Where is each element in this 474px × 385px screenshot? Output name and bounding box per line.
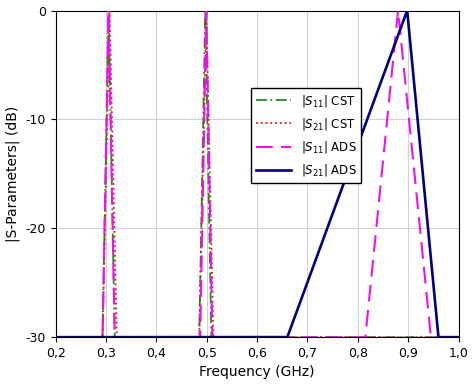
$|S_{11}|$ CST	[291, 335, 297, 340]
$|S_{11}|$ CST	[456, 335, 461, 340]
$|S_{11}|$ CST	[73, 335, 79, 340]
$|S_{21}|$ CST	[456, 335, 461, 340]
$|S_{21}|$ ADS	[373, 94, 379, 98]
$|S_{11}|$ ADS	[291, 335, 297, 340]
Line: $|S_{21}|$ ADS: $|S_{21}|$ ADS	[56, 10, 458, 337]
$|S_{21}|$ CST	[107, 8, 112, 13]
$|S_{11}|$ ADS	[395, 8, 401, 13]
$|S_{11}|$ ADS	[309, 335, 314, 340]
$|S_{11}|$ ADS	[53, 335, 59, 340]
$|S_{11}|$ CST	[199, 206, 204, 211]
$|S_{11}|$ CST	[106, 8, 111, 13]
$|S_{11}|$ ADS	[456, 335, 461, 340]
$|S_{21}|$ ADS	[456, 335, 461, 340]
$|S_{21}|$ ADS	[352, 152, 357, 157]
$|S_{21}|$ ADS	[73, 335, 79, 340]
$|S_{11}|$ CST	[352, 335, 357, 340]
$|S_{21}|$ CST	[73, 335, 79, 340]
$|S_{21}|$ CST	[352, 335, 357, 340]
$|S_{21}|$ ADS	[199, 335, 204, 340]
$|S_{21}|$ ADS	[291, 316, 297, 321]
$|S_{21}|$ ADS	[53, 335, 59, 340]
Line: $|S_{11}|$ CST: $|S_{11}|$ CST	[56, 11, 458, 337]
$|S_{21}|$ CST	[291, 335, 297, 340]
$|S_{11}|$ ADS	[352, 335, 357, 340]
$|S_{21}|$ ADS	[309, 269, 314, 273]
Legend: $|S_{11}|$ CST, $|S_{21}|$ CST, $|S_{11}|$ ADS, $|S_{21}|$ ADS: $|S_{11}|$ CST, $|S_{21}|$ CST, $|S_{11}…	[251, 88, 361, 183]
$|S_{21}|$ CST	[53, 335, 59, 340]
$|S_{11}|$ CST	[53, 335, 59, 340]
Line: $|S_{11}|$ ADS: $|S_{11}|$ ADS	[56, 11, 458, 337]
$|S_{11}|$ CST	[373, 335, 379, 340]
Y-axis label: |S-Parameters| (dB): |S-Parameters| (dB)	[6, 106, 20, 242]
$|S_{21}|$ CST	[309, 335, 315, 340]
$|S_{11}|$ ADS	[73, 335, 79, 340]
$|S_{21}|$ ADS	[404, 8, 410, 13]
X-axis label: Frequency (GHz): Frequency (GHz)	[200, 365, 315, 380]
$|S_{11}|$ CST	[309, 335, 315, 340]
$|S_{21}|$ CST	[199, 224, 204, 229]
$|S_{11}|$ ADS	[373, 231, 379, 235]
$|S_{11}|$ ADS	[199, 263, 204, 268]
$|S_{21}|$ CST	[373, 335, 379, 340]
Line: $|S_{21}|$ CST: $|S_{21}|$ CST	[56, 11, 458, 337]
